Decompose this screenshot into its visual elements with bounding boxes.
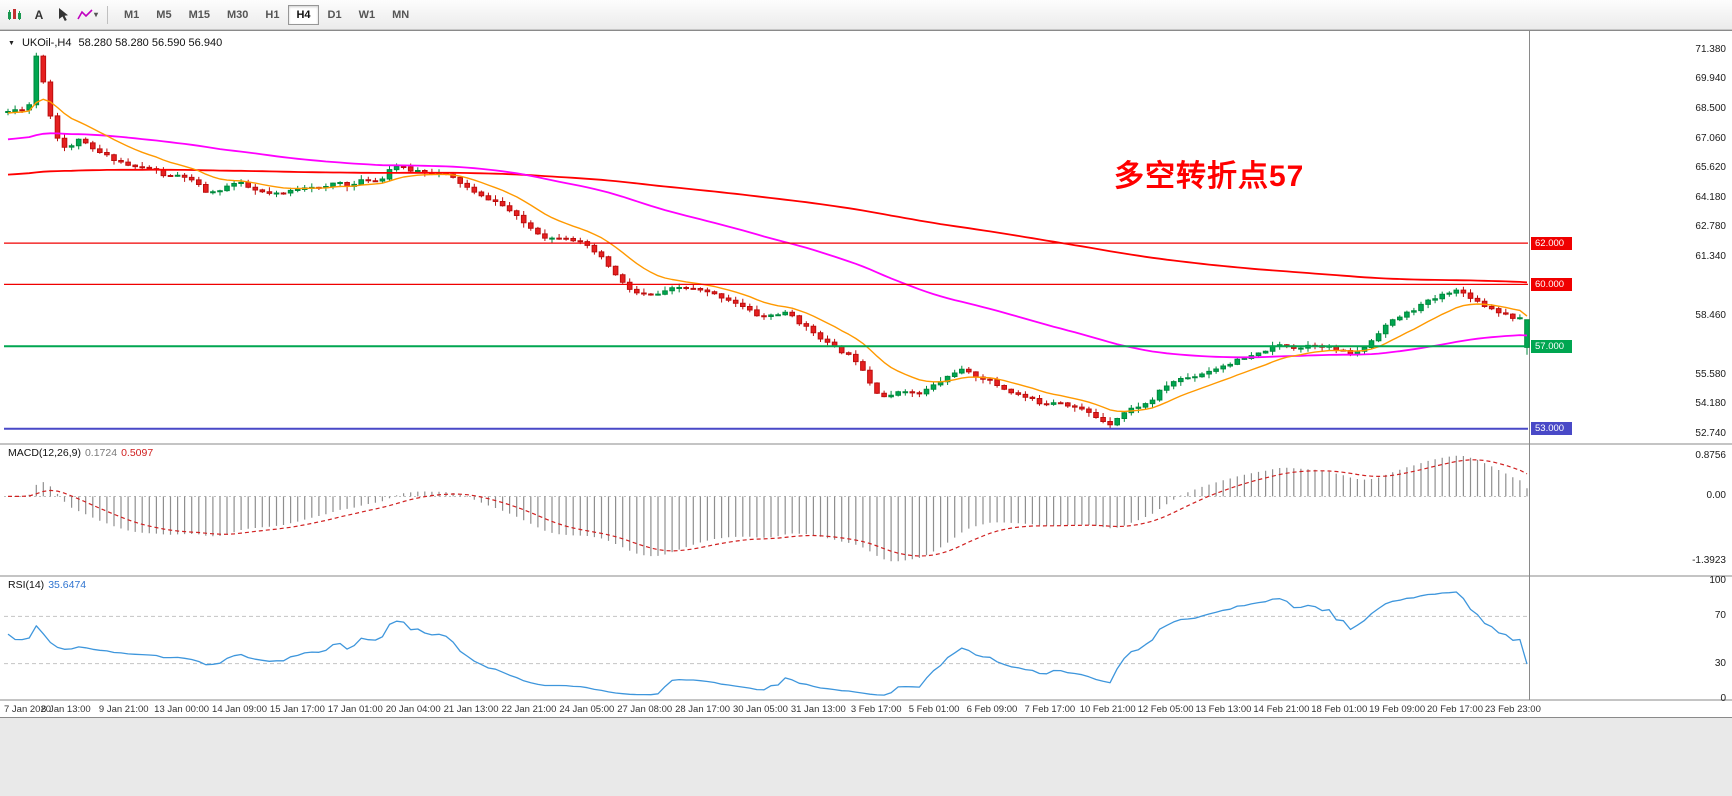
macd-name: MACD(12,26,9) (8, 447, 81, 459)
rsi-value: 35.6474 (48, 579, 87, 591)
ohlc-values: 58.280 58.280 56.590 56.940 (78, 37, 223, 49)
macd-label: MACD(12,26,9) 0.1724 0.5097 (8, 447, 153, 459)
expand-triangle-icon: ▼ (8, 39, 15, 47)
cursor-icon (59, 8, 68, 21)
timeframe-h1[interactable]: H1 (257, 5, 287, 25)
chart-symbol-label: ▼ UKOil-,H4 58.280 58.280 56.590 56.940 (8, 37, 222, 49)
chevron-down-icon: ▾ (94, 10, 99, 19)
chart-icon (8, 9, 21, 20)
toolbar-separator (107, 5, 109, 24)
chart-window[interactable]: ▼ UKOil-,H4 58.280 58.280 56.590 56.940 … (0, 30, 1732, 718)
timeframe-d1[interactable]: D1 (320, 5, 350, 25)
timeframe-group: M1 M5 M15 M30 H1 H4 D1 W1 MN (116, 4, 417, 25)
timeframe-w1[interactable]: W1 (351, 5, 384, 25)
timeframe-mn[interactable]: MN (384, 5, 417, 25)
rsi-label: RSI(14) 35.6474 (8, 579, 86, 591)
rsi-name: RSI(14) (8, 579, 45, 591)
timeframe-m30[interactable]: M30 (219, 5, 256, 25)
timeframe-h4[interactable]: H4 (288, 4, 319, 25)
macd-signal-value: 0.5097 (121, 447, 154, 459)
timeframe-m5[interactable]: M5 (148, 5, 179, 25)
toolbar: A ▾ M1 M5 M15 M30 H1 H4 D1 W1 MN (0, 0, 1732, 30)
timeframe-m1[interactable]: M1 (116, 5, 147, 25)
text-tool-button[interactable]: A (28, 4, 50, 26)
charts-icon-button[interactable] (4, 4, 26, 26)
cursor-tool-button[interactable] (52, 4, 74, 26)
polyline-tool-button[interactable]: ▾ (76, 4, 99, 26)
chart-annotation: 多空转折点57 (1114, 160, 1305, 193)
macd-main-value: 0.1724 (84, 447, 118, 459)
symbol-period-text: UKOil-,H4 (21, 37, 72, 49)
polyline-icon (77, 9, 93, 20)
timeframe-m15[interactable]: M15 (181, 5, 218, 25)
chart-canvas[interactable] (0, 31, 1732, 718)
